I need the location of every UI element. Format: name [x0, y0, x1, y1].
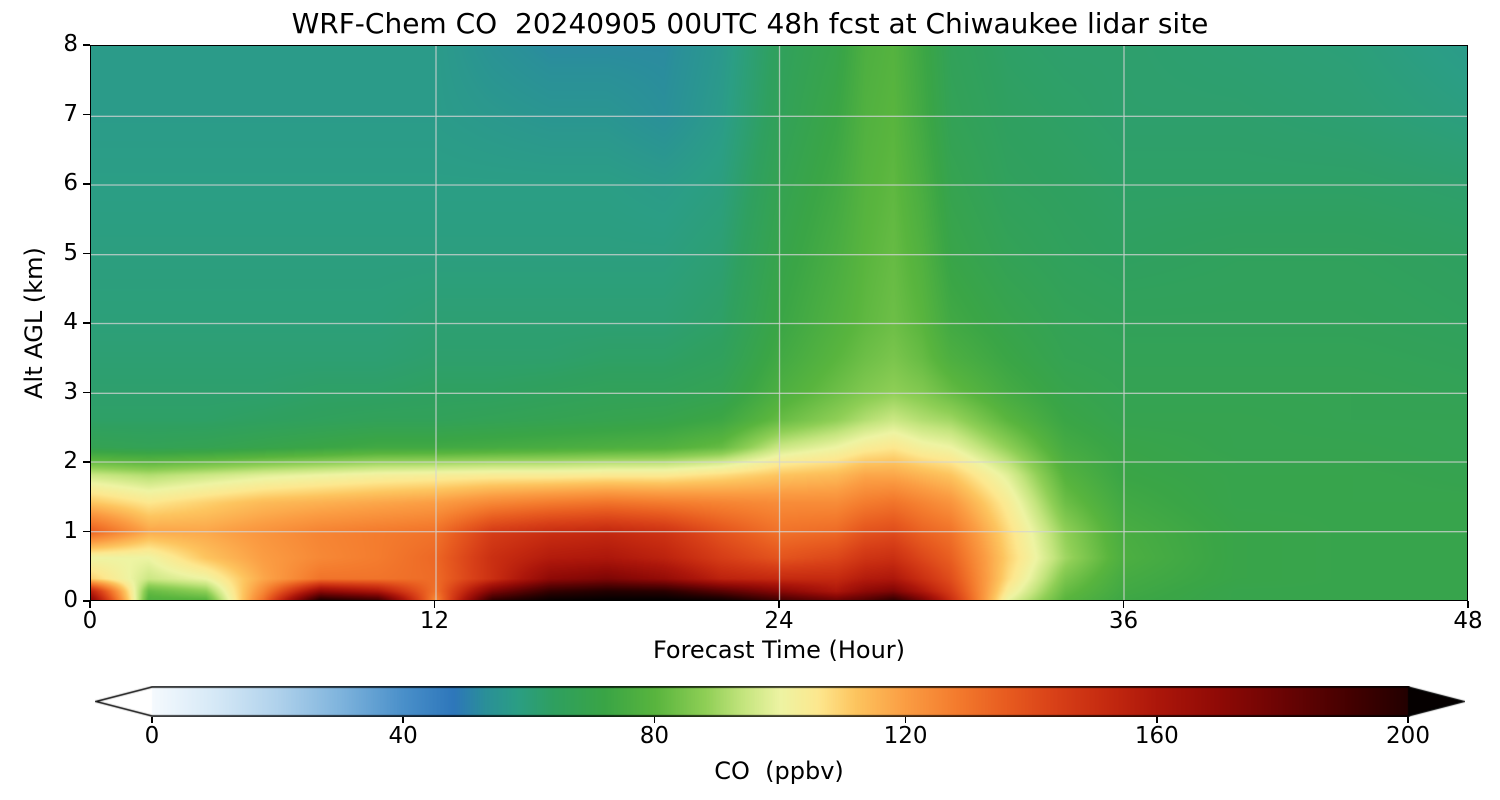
y-tick-label: 7: [63, 100, 78, 127]
y-tick-label: 2: [63, 448, 78, 474]
y-tick-mark: [83, 322, 90, 324]
y-tick-mark: [83, 530, 90, 533]
x-axis-label: Forecast Time (Hour): [652, 636, 906, 664]
y-tick-label: 8: [63, 31, 78, 57]
colorbar-canvas: [95, 686, 1465, 717]
x-tick-mark: [89, 601, 91, 608]
x-tick-label: 12: [419, 608, 450, 634]
x-tick-label: 24: [764, 608, 794, 634]
colorbar-tick-label: 40: [388, 723, 418, 749]
x-tick-mark: [433, 601, 436, 608]
colorbar-tick-mark: [151, 717, 153, 723]
colorbar-tick-label: 200: [1386, 723, 1430, 749]
colorbar-tick-mark: [1407, 717, 1409, 723]
y-tick-label: 0: [63, 587, 78, 613]
y-tick-mark: [83, 252, 90, 255]
y-tick-label: 5: [63, 239, 78, 266]
x-tick-mark: [1467, 601, 1469, 608]
y-tick-label: 6: [63, 170, 78, 196]
heatmap-canvas: [91, 46, 1467, 600]
colorbar-tick-mark: [1156, 717, 1158, 723]
colorbar-tick-mark: [904, 717, 907, 723]
y-tick-mark: [83, 461, 90, 463]
plot-area: [90, 45, 1468, 601]
y-tick-mark: [83, 113, 90, 116]
colorbar-label: CO (ppbv): [714, 757, 844, 785]
x-tick-label: 36: [1108, 608, 1139, 634]
x-tick-label: 0: [82, 608, 98, 634]
y-tick-label: 4: [63, 309, 78, 335]
x-tick-mark: [778, 601, 780, 608]
y-tick-label: 3: [63, 378, 78, 405]
y-tick-mark: [83, 391, 90, 394]
chart-title: WRF-Chem CO 20240905 00UTC 48h fcst at C…: [291, 7, 1209, 40]
colorbar-tick-label: 80: [639, 723, 670, 749]
colorbar-tick-label: 160: [1134, 723, 1179, 749]
x-tick-label: 48: [1453, 608, 1483, 634]
y-tick-mark: [83, 183, 90, 185]
x-tick-mark: [1122, 601, 1125, 608]
colorbar-tick-mark: [402, 717, 404, 723]
colorbar-tick-label: 0: [144, 723, 160, 749]
y-tick-mark: [83, 600, 90, 602]
y-tick-label: 1: [63, 517, 78, 544]
colorbar-tick-mark: [653, 717, 656, 723]
y-tick-mark: [83, 44, 90, 46]
colorbar-tick-label: 120: [883, 723, 928, 749]
